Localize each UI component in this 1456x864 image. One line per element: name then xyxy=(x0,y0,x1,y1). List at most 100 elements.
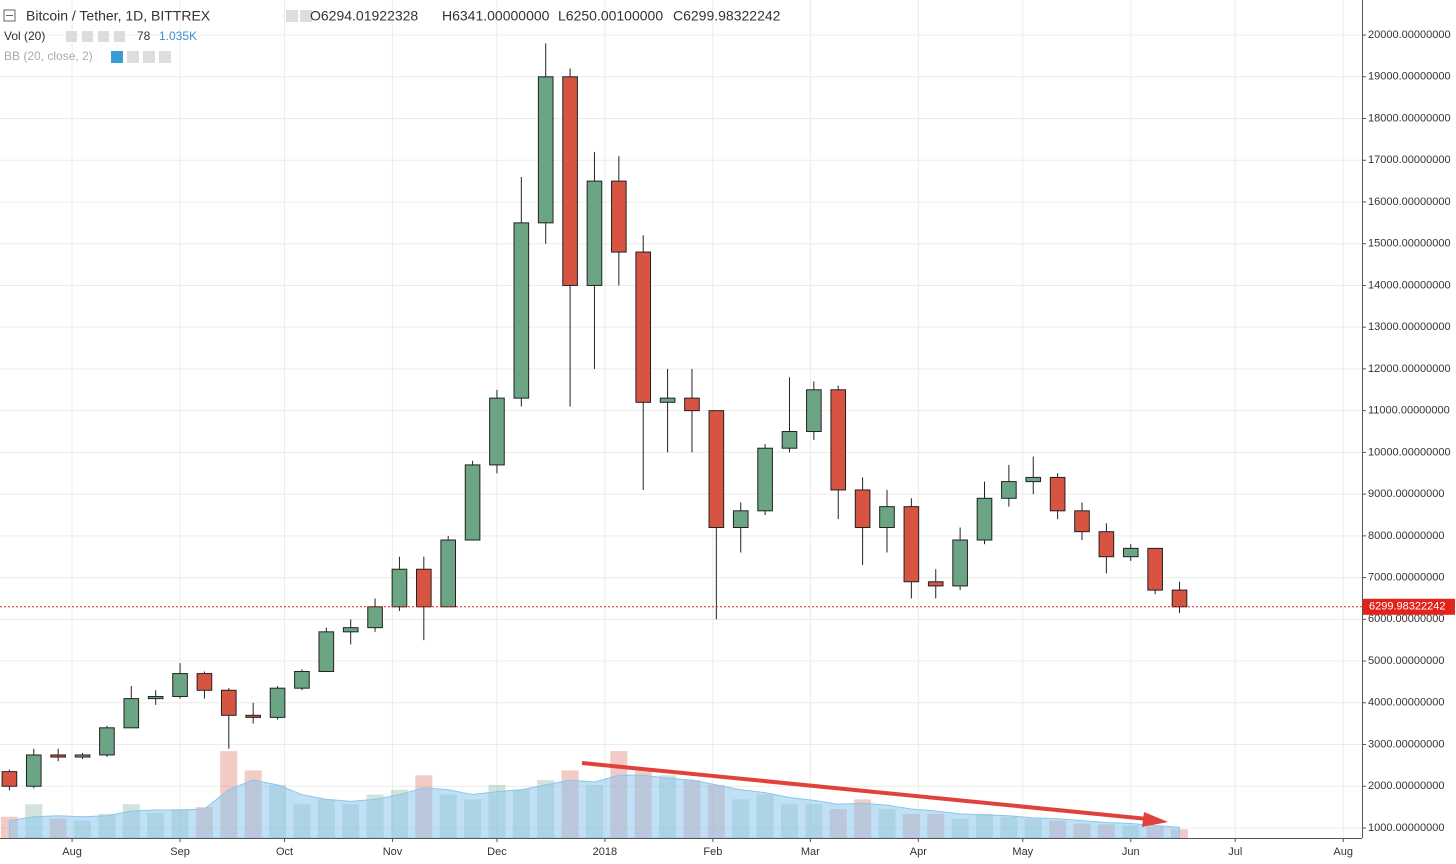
volume-pane xyxy=(0,751,1189,839)
candle-body xyxy=(318,631,335,672)
y-tick-label: 20000.00000000 xyxy=(1368,29,1451,41)
candle-body xyxy=(220,689,237,716)
candle-body xyxy=(806,389,822,433)
candle-body xyxy=(172,673,188,698)
candle-body xyxy=(416,568,432,608)
candle-body xyxy=(1122,547,1139,558)
ohlc-open: O6294.01922328 xyxy=(310,8,418,24)
ohlc-low: L6250.00100000 xyxy=(558,8,663,24)
volume-legend: Vol (20) xyxy=(4,29,45,43)
settings-icon[interactable] xyxy=(300,10,312,22)
candle-body xyxy=(659,397,676,403)
candle-body xyxy=(1025,476,1042,483)
candle-body xyxy=(781,431,798,449)
x-tick-label: Oct xyxy=(276,846,293,858)
volume-average: 1.035K xyxy=(159,29,197,43)
candle-body xyxy=(123,698,140,729)
x-tick-label: Aug xyxy=(1333,846,1353,858)
candle-body xyxy=(440,539,457,608)
arrow-line xyxy=(581,761,1149,821)
y-tick-label: 5000.00000000 xyxy=(1368,655,1444,667)
candle-body xyxy=(1098,531,1115,558)
axes: 1000.00000000 2000.00000000 3000.00000000 4… xyxy=(62,29,1455,858)
candle-body xyxy=(391,568,408,608)
bb-legend: BB (20, close, 2) xyxy=(4,49,93,63)
collapse-icon[interactable] xyxy=(3,9,16,22)
candle-body xyxy=(879,506,895,529)
y-tick-label: 17000.00000000 xyxy=(1368,154,1451,166)
volume-ma-area xyxy=(8,774,1181,839)
legend: Bitcoin / Tether, 1D, BITTREX O6294.0192… xyxy=(3,8,781,63)
x-tick-label: Nov xyxy=(383,846,403,858)
last-price-label: 6299.98322242 xyxy=(1369,601,1445,613)
bb-icon[interactable] xyxy=(127,51,139,63)
x-tick-label: Dec xyxy=(487,846,507,858)
y-tick-label: 9000.00000000 xyxy=(1368,488,1444,500)
bb-icon[interactable] xyxy=(111,51,123,63)
candle-body xyxy=(196,673,213,691)
settings-icon[interactable] xyxy=(286,10,298,22)
candle-body xyxy=(25,754,42,787)
candle-body xyxy=(367,606,383,629)
candle-body xyxy=(269,687,286,718)
bb-icon[interactable] xyxy=(143,51,155,63)
y-tick-label: 12000.00000000 xyxy=(1368,363,1451,375)
x-tick-label: Jul xyxy=(1228,846,1242,858)
bb-icon[interactable] xyxy=(159,51,171,63)
candle-body xyxy=(757,447,773,512)
candle-body xyxy=(1001,481,1017,499)
candle-body xyxy=(50,754,66,758)
candle-body xyxy=(562,76,578,286)
x-tick-label: Apr xyxy=(910,846,927,858)
candle-body xyxy=(830,389,847,491)
candle-body xyxy=(854,489,871,529)
last-price-tag xyxy=(1363,598,1455,615)
candle-body xyxy=(147,696,164,700)
candle-body xyxy=(513,222,530,399)
vol-icon[interactable] xyxy=(98,31,109,42)
candle-body xyxy=(537,76,554,224)
candle-body xyxy=(611,180,627,253)
x-tick-label: Aug xyxy=(62,846,82,858)
y-tick-label: 19000.00000000 xyxy=(1368,71,1451,83)
y-tick-label: 15000.00000000 xyxy=(1368,238,1451,250)
x-tick-label: Mar xyxy=(801,846,820,858)
volume-value: 78 xyxy=(137,29,151,43)
candle-body xyxy=(976,497,993,541)
candle-body xyxy=(1,771,18,787)
x-tick-label: Jun xyxy=(1122,846,1140,858)
ohlc-close: C6299.98322242 xyxy=(673,8,781,24)
candle-body xyxy=(1049,476,1066,512)
y-tick-label: 8000.00000000 xyxy=(1368,530,1444,542)
y-tick-label: 18000.00000000 xyxy=(1368,112,1451,124)
y-tick-label: 4000.00000000 xyxy=(1368,697,1444,709)
symbol-title: Bitcoin / Tether, 1D, BITTREX xyxy=(26,8,211,24)
y-tick-label: 10000.00000000 xyxy=(1368,446,1451,458)
y-tick-label: 2000.00000000 xyxy=(1368,780,1444,792)
candle-body xyxy=(464,464,481,541)
candle-body xyxy=(708,410,725,529)
candle-body xyxy=(1074,510,1090,533)
candle-body xyxy=(952,539,968,587)
candle-body xyxy=(294,670,310,689)
candle-body xyxy=(635,251,652,403)
candle-body xyxy=(74,754,91,758)
candle-body xyxy=(732,510,749,529)
candle-body xyxy=(1147,547,1163,591)
candle-body xyxy=(903,506,920,583)
candle-body xyxy=(927,581,944,587)
x-tick-label: Feb xyxy=(703,846,722,858)
vol-icon[interactable] xyxy=(114,31,125,42)
candles xyxy=(1,43,1188,791)
vol-icon[interactable] xyxy=(66,31,77,42)
y-tick-label: 11000.00000000 xyxy=(1368,405,1450,417)
y-tick-label: 6000.00000000 xyxy=(1368,613,1444,625)
y-tick-label: 13000.00000000 xyxy=(1368,321,1451,333)
y-tick-label: 3000.00000000 xyxy=(1368,738,1444,750)
vol-icon[interactable] xyxy=(82,31,93,42)
trend-arrow xyxy=(581,761,1168,827)
arrow-head xyxy=(1142,812,1168,827)
x-tick-label: May xyxy=(1012,846,1033,858)
